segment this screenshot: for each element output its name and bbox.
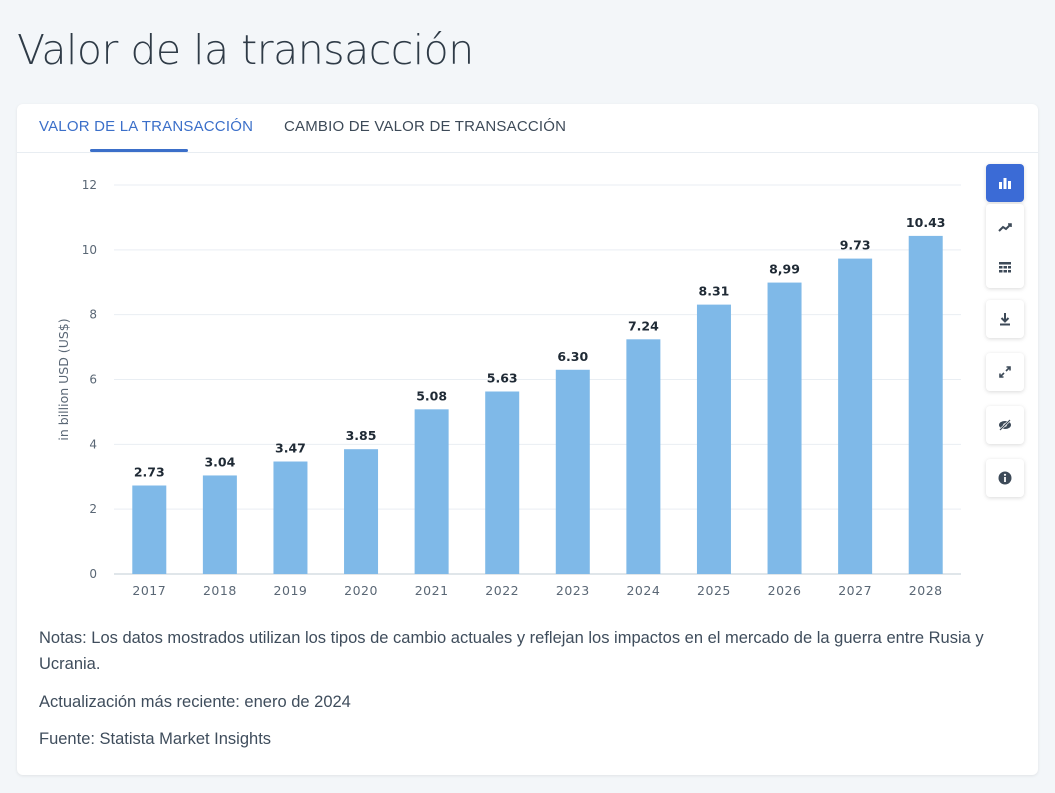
notes-text: Notas: Los datos mostrados utilizan los … [39,629,984,673]
bar-chart: 2.73 3.04 3.47 3.85 5.08 5.63 6.30 7.24 8.31 8,99… [56,178,961,598]
download-button[interactable] [986,300,1024,338]
tab-transaction-value[interactable]: VALOR DE LA TRANSACCIÓN [39,118,254,135]
y-axis-label: in billion USD (US$) [56,318,71,440]
bar [273,461,308,574]
x-tick-label: 2026 [768,583,802,598]
x-tick-label: 2023 [556,583,590,598]
hide-icon [999,419,1011,431]
x-tick-label: 2017 [132,583,166,598]
bar [838,258,873,574]
bar [485,391,520,574]
x-tick-label: 2027 [838,583,872,598]
table-icon [999,262,1011,273]
x-tick-label: 2020 [344,583,378,598]
bar [626,339,661,574]
data-label: 3.85 [346,428,377,443]
chart-type-group [986,204,1024,288]
source-text: Fuente: Statista Market Insights [39,730,272,748]
data-label: 3.04 [204,454,235,469]
y-tick-label: 10 [82,243,97,257]
y-tick-label: 0 [89,567,97,581]
data-label: 9.73 [840,238,871,253]
x-tick-label: 2028 [909,583,943,598]
chart-card: VALOR DE LA TRANSACCIÓN CAMBIO DE VALOR … [17,104,1038,775]
expand-icon [999,366,1011,378]
data-label: 5.63 [487,370,518,385]
data-label: 2.73 [134,465,165,480]
axes: 0 2 4 6 8 10 12 in billion USD (US$) 2017 2018 201… [56,178,943,598]
x-tick-label: 2019 [274,583,308,598]
x-tick-label: 2022 [485,583,519,598]
last-update: Actualización más reciente: enero de 202… [39,689,351,715]
bar [132,485,167,574]
bar-chart-button[interactable] [986,164,1024,202]
data-label: 10.43 [906,215,946,230]
y-tick-label: 6 [89,373,97,387]
line-chart-icon [998,223,1012,232]
y-tick-label: 2 [89,502,97,516]
info-button[interactable] [986,459,1024,497]
download-icon [1000,313,1010,326]
data-label: 3.47 [275,441,306,456]
data-label: 7.24 [628,318,659,333]
x-tick-label: 2024 [626,583,660,598]
tab-bar: VALOR DE LA TRANSACCIÓN CAMBIO DE VALOR … [17,104,1038,153]
data-label: 5.08 [416,388,447,403]
y-tick-label: 8 [89,308,97,322]
x-tick-label: 2025 [697,583,731,598]
data-label: 8,99 [769,262,800,277]
source: Fuente: Statista Market Insights [39,726,271,752]
y-tick-label: 12 [82,178,97,192]
bar [414,409,449,574]
bar [344,449,379,574]
grid-lines [114,184,961,575]
line-chart-button[interactable] [986,208,1024,246]
last-update-text: Actualización más reciente: enero de 202… [39,693,351,711]
active-tab-indicator [90,149,188,152]
info-icon [998,471,1012,485]
data-label: 6.30 [557,349,588,364]
bar [555,369,590,574]
data-label: 8.31 [699,284,730,299]
hide-button[interactable] [986,406,1024,444]
bar [767,282,802,574]
bars: 2.73 3.04 3.47 3.85 5.08 5.63 6.30 7.24 8.31 8,99… [132,215,945,574]
tab-transaction-value-change[interactable]: CAMBIO DE VALOR DE TRANSACCIÓN [284,118,567,135]
x-tick-label: 2021 [415,583,449,598]
bar-chart-icon [999,178,1011,189]
x-tick-label: 2018 [203,583,237,598]
bar [202,475,237,574]
y-tick-label: 4 [89,437,97,451]
fullscreen-button[interactable] [986,353,1024,391]
page-title: Valor de la transacción [17,26,474,74]
table-button[interactable] [986,248,1024,286]
notes-section: Notas: Los datos mostrados utilizan los … [39,625,999,677]
bar [908,235,943,574]
bar [696,304,731,574]
